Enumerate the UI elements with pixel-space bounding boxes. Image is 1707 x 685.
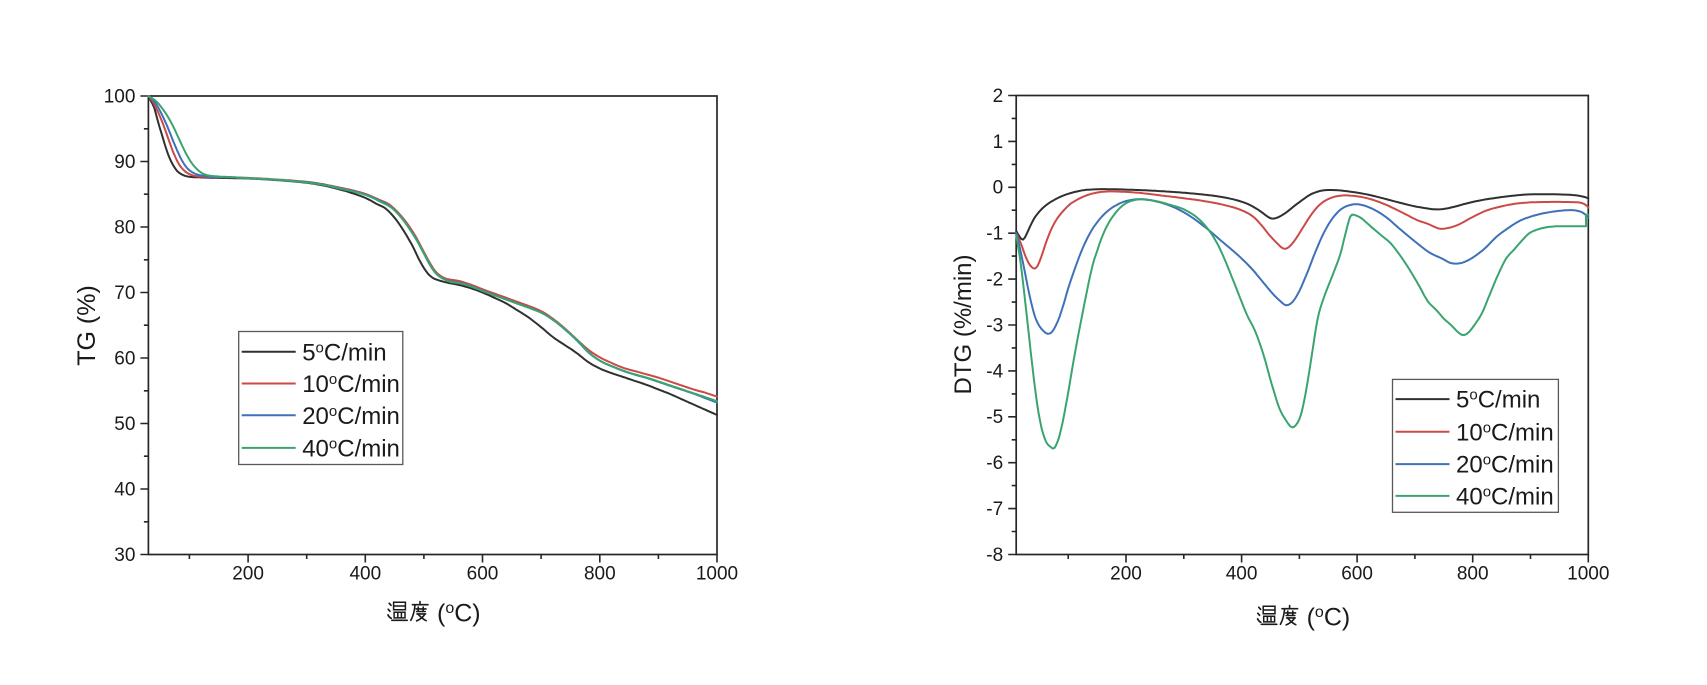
svg-text:DTG (%/min): DTG (%/min) <box>950 255 977 395</box>
svg-text:5oC/min: 5oC/min <box>1456 387 1540 414</box>
svg-text:200: 200 <box>232 564 264 585</box>
svg-text:10oC/min: 10oC/min <box>1456 419 1554 446</box>
svg-text:-5: -5 <box>986 407 1003 428</box>
svg-text:0: 0 <box>993 178 1004 199</box>
svg-text:400: 400 <box>349 564 381 585</box>
svg-text:-7: -7 <box>986 499 1003 520</box>
svg-text:600: 600 <box>1341 564 1373 585</box>
svg-text:-4: -4 <box>986 361 1003 382</box>
svg-text:40: 40 <box>114 479 135 500</box>
svg-text:70: 70 <box>114 283 135 304</box>
svg-text:60: 60 <box>114 348 135 369</box>
svg-text:100: 100 <box>104 86 136 107</box>
svg-text:20oC/min: 20oC/min <box>302 403 400 430</box>
svg-text:-1: -1 <box>986 224 1003 245</box>
svg-text:200: 200 <box>1110 564 1142 585</box>
svg-text:(oC): (oC) <box>437 600 481 628</box>
svg-text:1000: 1000 <box>696 564 738 585</box>
svg-text:800: 800 <box>584 564 616 585</box>
svg-text:TG (%): TG (%) <box>73 285 101 366</box>
svg-text:1000: 1000 <box>1567 564 1609 585</box>
svg-text:400: 400 <box>1226 564 1258 585</box>
svg-text:(oC): (oC) <box>1307 604 1351 632</box>
svg-text:-3: -3 <box>986 315 1003 336</box>
svg-text:1: 1 <box>993 132 1004 153</box>
svg-text:-6: -6 <box>986 453 1003 474</box>
svg-text:-2: -2 <box>986 270 1003 291</box>
svg-text:800: 800 <box>1457 564 1489 585</box>
svg-text:5oC/min: 5oC/min <box>302 339 386 366</box>
svg-text:2: 2 <box>993 86 1004 107</box>
svg-text:90: 90 <box>114 152 135 173</box>
svg-text:600: 600 <box>467 564 499 585</box>
svg-text:10oC/min: 10oC/min <box>302 371 400 398</box>
svg-text:-8: -8 <box>986 545 1003 566</box>
svg-text:80: 80 <box>114 217 135 238</box>
svg-text:40oC/min: 40oC/min <box>302 436 400 463</box>
svg-text:20oC/min: 20oC/min <box>1456 452 1554 479</box>
svg-text:30: 30 <box>114 545 135 566</box>
svg-text:40oC/min: 40oC/min <box>1456 484 1554 511</box>
svg-text:50: 50 <box>114 414 135 435</box>
